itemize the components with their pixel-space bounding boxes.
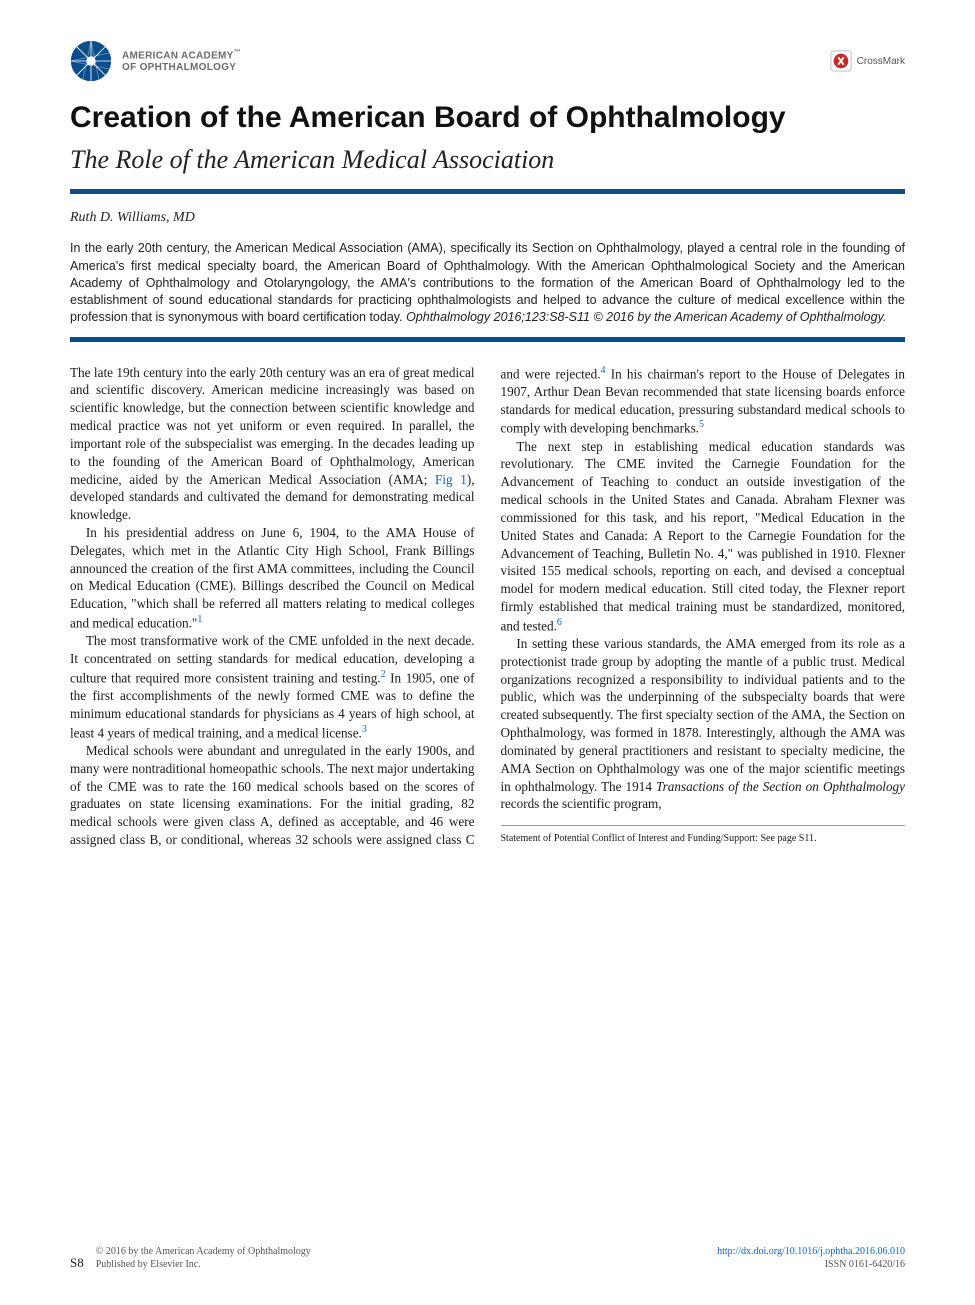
body-para-6: In setting these various standards, the … (501, 635, 906, 813)
article-subtitle: The Role of the American Medical Associa… (70, 145, 905, 175)
aao-logo-icon (70, 40, 112, 82)
body-para-2: In his presidential address on June 6, 1… (70, 524, 475, 632)
p2-text: In his presidential address on June 6, 1… (70, 525, 475, 630)
p5-text: The next step in establishing medical ed… (501, 439, 906, 634)
trademark-symbol: ™ (234, 49, 241, 56)
conflict-of-interest-footnote: Statement of Potential Conflict of Inter… (501, 825, 906, 846)
footer-right: http://dx.doi.org/10.1016/j.ophtha.2016.… (717, 1246, 905, 1271)
divider-rule-bottom (70, 337, 905, 342)
page-number: S8 (70, 1255, 84, 1271)
ref-3-link[interactable]: 3 (362, 724, 367, 735)
footer-left: S8 © 2016 by the American Academy of Oph… (70, 1246, 311, 1271)
article-title: Creation of the American Board of Ophtha… (70, 100, 905, 135)
body-text-columns: The late 19th century into the early 20t… (70, 364, 905, 849)
copyright-line2: Published by Elsevier Inc. (96, 1259, 201, 1270)
copyright-line1: © 2016 by the American Academy of Ophtha… (96, 1246, 311, 1257)
author-line: Ruth D. Williams, MD (70, 210, 905, 226)
figure-1-link[interactable]: Fig 1 (435, 472, 467, 487)
body-para-1: The late 19th century into the early 20t… (70, 364, 475, 524)
ref-6-link[interactable]: 6 (557, 617, 562, 628)
p6-tail: records the scientific program, (501, 796, 662, 811)
p6-text: In setting these various standards, the … (501, 636, 906, 794)
doi-link[interactable]: http://dx.doi.org/10.1016/j.ophtha.2016.… (717, 1246, 905, 1257)
divider-rule-top (70, 189, 905, 194)
ref-5-link[interactable]: 5 (699, 419, 704, 430)
footer-copyright: © 2016 by the American Academy of Ophtha… (96, 1246, 311, 1271)
body-para-5: The next step in establishing medical ed… (501, 438, 906, 635)
issn-line: ISSN 0161-6420/16 (825, 1259, 905, 1270)
p6-italic-title: Transactions of the Section on Ophthalmo… (656, 779, 905, 794)
org-line1: AMERICAN ACADEMY (122, 50, 234, 61)
top-bar: AMERICAN ACADEMY™ OF OPHTHALMOLOGY Cross… (70, 40, 905, 82)
abstract-block: In the early 20th century, the American … (70, 240, 905, 326)
crossmark-badge[interactable]: CrossMark (830, 50, 905, 72)
org-line2: OF OPHTHALMOLOGY (122, 62, 236, 73)
crossmark-icon (830, 50, 852, 72)
page-root: AMERICAN ACADEMY™ OF OPHTHALMOLOGY Cross… (0, 0, 975, 1305)
p1-text: The late 19th century into the early 20t… (70, 365, 475, 487)
body-para-3: The most transformative work of the CME … (70, 632, 475, 742)
abstract-citation: Ophthalmology 2016;123:S8-S11 © 2016 by … (406, 310, 886, 324)
page-footer: S8 © 2016 by the American Academy of Oph… (70, 1246, 905, 1271)
crossmark-label: CrossMark (857, 56, 905, 67)
org-name: AMERICAN ACADEMY™ OF OPHTHALMOLOGY (122, 49, 241, 73)
org-logo-block: AMERICAN ACADEMY™ OF OPHTHALMOLOGY (70, 40, 241, 82)
ref-1-link[interactable]: 1 (197, 614, 202, 625)
